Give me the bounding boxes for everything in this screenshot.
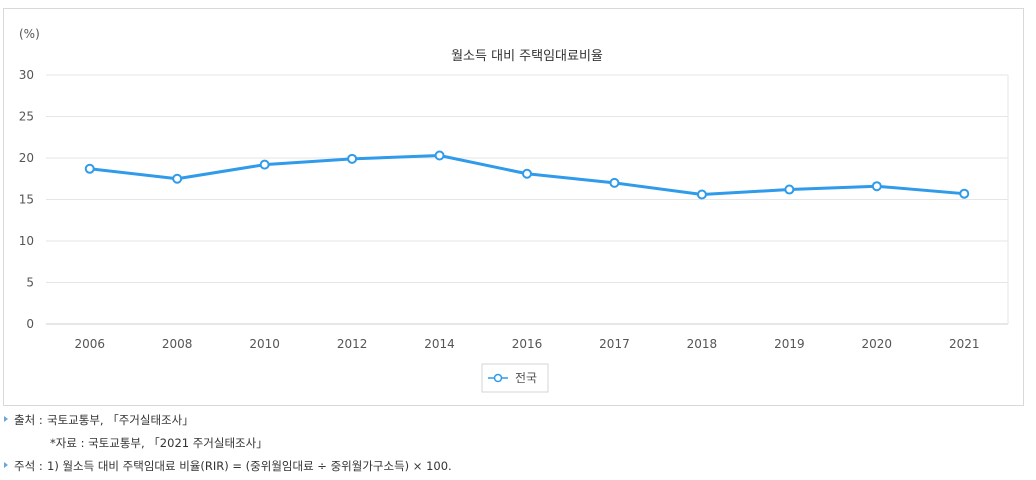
y-tick-label: 30 <box>19 68 34 82</box>
data-point <box>609 177 620 188</box>
x-tick-label: 2018 <box>687 337 718 351</box>
remark-text: 1) 월소득 대비 주택임대료 비율(RIR) = (중위월임대료 ÷ 중위월가… <box>47 459 452 473</box>
x-tick-label: 2019 <box>774 337 805 351</box>
x-tick-label: 2014 <box>424 337 455 351</box>
y-tick-label: 15 <box>19 193 34 207</box>
legend-marker-icon <box>493 373 503 383</box>
x-tick-label: 2021 <box>949 337 980 351</box>
data-point <box>959 188 970 199</box>
bullet-icon <box>4 416 8 422</box>
data-note-text: *자료 : 국토교통부, 「2021 주거실태조사」 <box>50 436 268 450</box>
chart-title: 월소득 대비 주택임대료비율 <box>451 49 603 64</box>
x-tick-label: 2012 <box>337 337 368 351</box>
source-text: 국토교통부, 「주거실태조사」 <box>47 413 194 427</box>
y-tick-label: 20 <box>19 151 34 165</box>
data-point <box>259 159 270 170</box>
legend-box <box>481 363 549 393</box>
x-tick-label: 2006 <box>74 337 105 351</box>
x-tick-label: 2016 <box>512 337 543 351</box>
data-point <box>347 153 358 164</box>
data-point <box>784 184 795 195</box>
data-point <box>871 181 882 192</box>
data-point <box>522 168 532 179</box>
source-label: 출처 : <box>14 413 43 427</box>
line-chart: (%) 월소득 대비 주택임대료비율 0 5 10 15 20 25 30 2006 2008 201… <box>19 27 1009 393</box>
legend-label: 전국 <box>515 371 537 385</box>
data-point <box>696 189 707 200</box>
y-tick-label: 0 <box>26 317 34 331</box>
bullet-icon <box>4 462 8 468</box>
data-point <box>434 150 445 161</box>
remark-label: 주석 : <box>14 459 43 473</box>
y-tick-label: 5 <box>26 276 34 290</box>
y-tick-label: 10 <box>19 234 34 248</box>
y-tick-label: 25 <box>19 110 34 124</box>
data-point <box>172 173 183 184</box>
x-tick-label: 2008 <box>162 337 193 351</box>
y-axis-label: (%) <box>19 27 40 41</box>
x-tick-label: 2020 <box>862 337 893 351</box>
data-point <box>84 163 95 174</box>
chart-container: (%) 월소득 대비 주택임대료비율 0 5 10 15 20 25 30 2006 2008 201… <box>3 8 1024 406</box>
x-tick-label: 2010 <box>249 337 280 351</box>
x-tick-label: 2017 <box>599 337 630 351</box>
